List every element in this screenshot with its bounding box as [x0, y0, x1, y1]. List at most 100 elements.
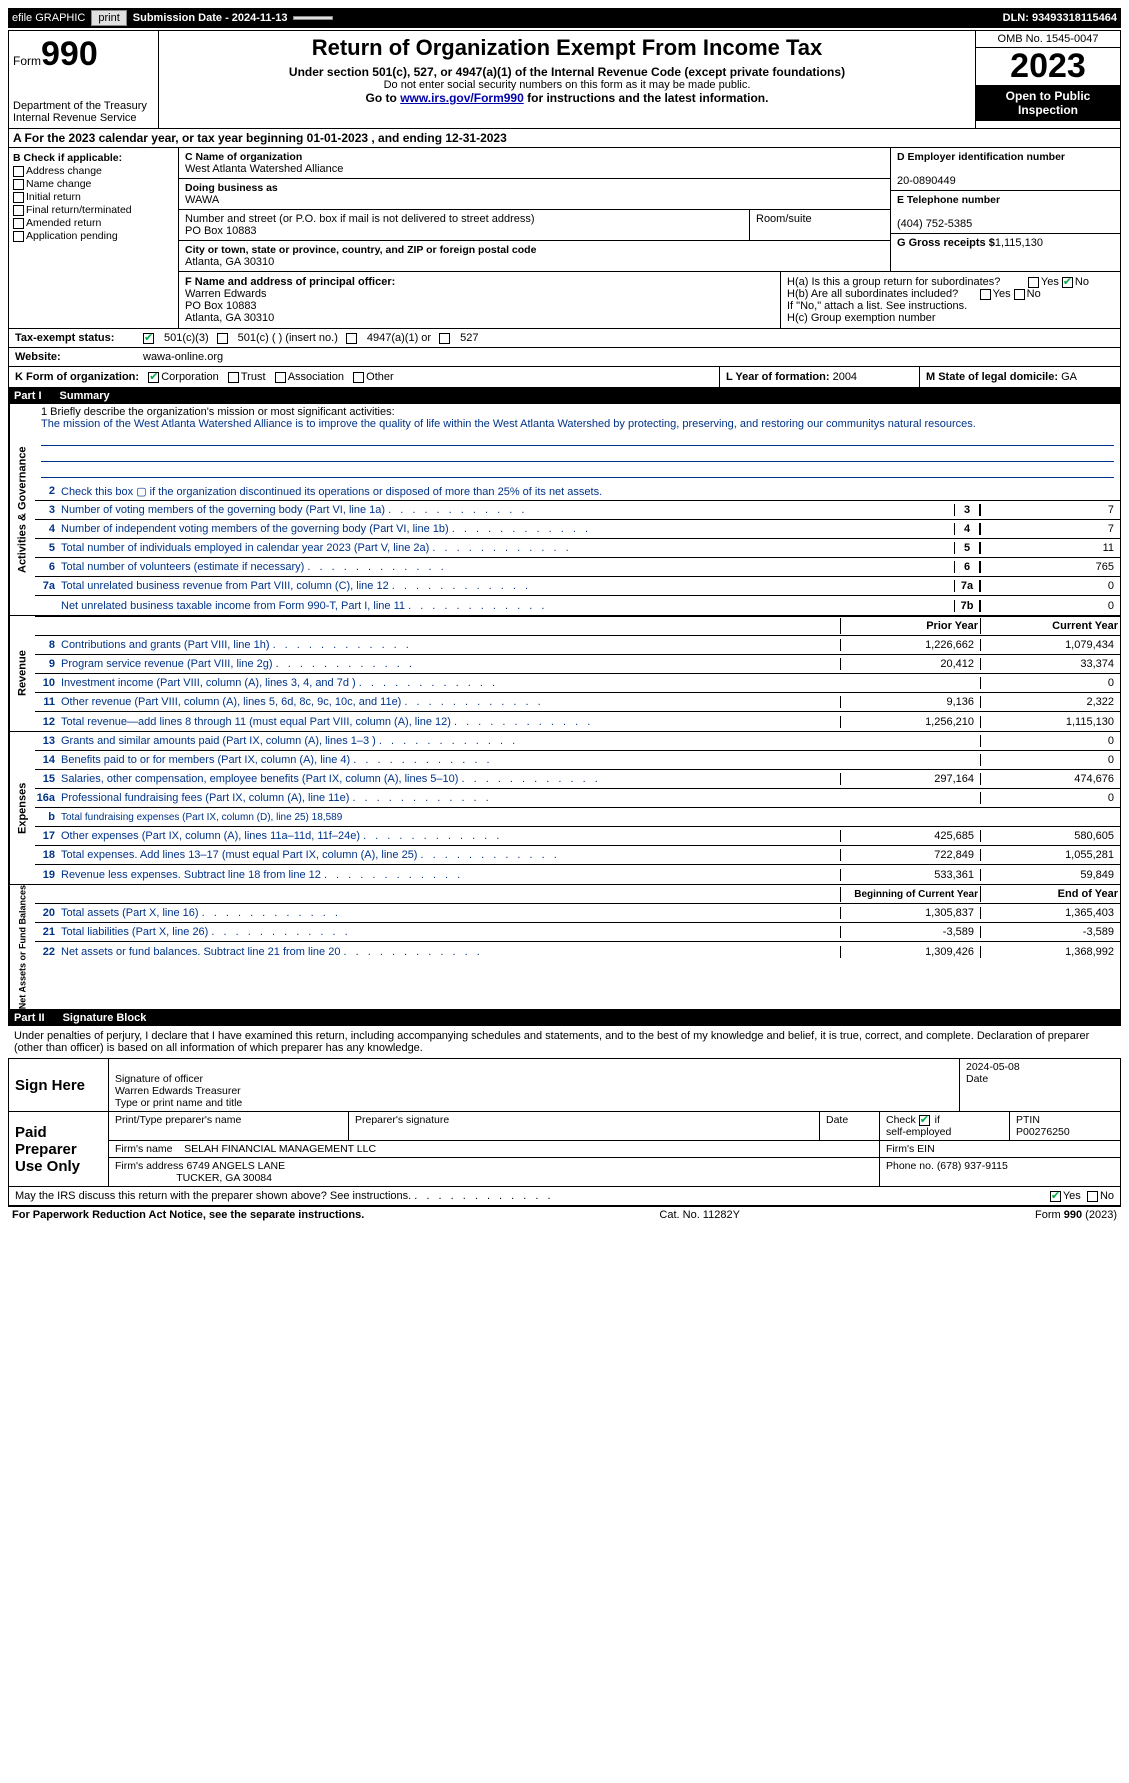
current-year-hdr: Current Year [980, 618, 1120, 634]
side-ag: Activities & Governance [9, 404, 35, 615]
ha-label: H(a) Is this a group return for subordin… [787, 276, 1000, 288]
prep-sig-label: Preparer's signature [355, 1114, 449, 1126]
form-title: Return of Organization Exempt From Incom… [163, 35, 971, 61]
4947-checkbox[interactable] [346, 333, 357, 344]
paid-prep-label: Paid Preparer Use Only [9, 1112, 109, 1186]
type-print-label: Type or print name and title [115, 1097, 242, 1109]
ptin: P00276250 [1016, 1126, 1070, 1138]
form-header: Form990 Department of the Treasury Inter… [8, 30, 1121, 129]
hc-label: H(c) Group exemption number [787, 312, 1114, 324]
addr-label: Number and street (or P.O. box if mail i… [185, 213, 535, 225]
discuss-no-checkbox[interactable] [1087, 1191, 1098, 1202]
527-checkbox[interactable] [439, 333, 450, 344]
name-change-checkbox[interactable] [13, 179, 24, 190]
side-na: Net Assets or Fund Balances [9, 885, 35, 1009]
efile-label: efile GRAPHIC [12, 12, 85, 24]
part1-num: Part I [14, 390, 42, 402]
self-emp-label: Check ifself-employed [886, 1114, 951, 1138]
end-year-hdr: End of Year [980, 886, 1120, 902]
self-emp-checkbox[interactable] [919, 1115, 930, 1126]
assoc-checkbox[interactable] [275, 372, 286, 383]
app-pending-checkbox[interactable] [13, 231, 24, 242]
tax-status-label: Tax-exempt status: [15, 332, 135, 344]
part1-title: Summary [60, 390, 110, 402]
goto-pre: Go to [366, 91, 401, 105]
col-b-header: B Check if applicable: [13, 152, 174, 164]
final-return-checkbox[interactable] [13, 205, 24, 216]
section-a: A For the 2023 calendar year, or tax yea… [8, 129, 1121, 148]
part2-header: Part II Signature Block [8, 1010, 1121, 1026]
phone-label: Phone no. [886, 1160, 934, 1172]
officer-addr2: Atlanta, GA 30310 [185, 312, 274, 324]
hb-no-checkbox[interactable] [1014, 289, 1025, 300]
ha-yes-checkbox[interactable] [1028, 277, 1039, 288]
gross: 1,115,130 [995, 237, 1043, 249]
officer-label: F Name and address of principal officer: [185, 276, 395, 288]
website: wawa-online.org [143, 351, 223, 363]
ha-no-checkbox[interactable] [1062, 277, 1073, 288]
trust-checkbox[interactable] [228, 372, 239, 383]
other-checkbox[interactable] [353, 372, 364, 383]
officer-addr1: PO Box 10883 [185, 300, 257, 312]
print-button[interactable]: print [91, 10, 126, 26]
initial-return-checkbox[interactable] [13, 192, 24, 203]
city: Atlanta, GA 30310 [185, 256, 274, 268]
submission-date: Submission Date - 2024-11-13 [133, 12, 288, 24]
hb-note: If "No," attach a list. See instructions… [787, 300, 1114, 312]
topbar: efile GRAPHIC print Submission Date - 20… [8, 8, 1121, 28]
prior-year-hdr: Prior Year [840, 618, 980, 634]
amended-return-checkbox[interactable] [13, 218, 24, 229]
city-label: City or town, state or province, country… [185, 244, 536, 256]
ssn-note: Do not enter social security numbers on … [163, 79, 971, 91]
ein-label: D Employer identification number [897, 151, 1065, 163]
officer-sig: Warren Edwards Treasurer [115, 1085, 241, 1097]
part1-header: Part I Summary [8, 388, 1121, 404]
form-label: Form [13, 54, 41, 68]
501c3-checkbox[interactable] [143, 333, 154, 344]
firm-name-label: Firm's name [115, 1143, 172, 1155]
col-b: B Check if applicable: Address change Na… [9, 148, 179, 328]
firm-addr1: 6749 ANGELS LANE [186, 1160, 285, 1172]
footer-mid: Cat. No. 11282Y [659, 1209, 740, 1221]
org-name: West Atlanta Watershed Alliance [185, 163, 343, 175]
side-exp: Expenses [9, 732, 35, 884]
footer-left: For Paperwork Reduction Act Notice, see … [12, 1209, 364, 1221]
firm-ein-label: Firm's EIN [886, 1143, 935, 1155]
dept-label: Department of the Treasury [13, 100, 154, 112]
sign-here-label: Sign Here [9, 1059, 109, 1111]
form-org-label: K Form of organization: [15, 371, 139, 383]
ein: 20-0890449 [897, 175, 956, 187]
side-rev: Revenue [9, 616, 35, 731]
hb-label: H(b) Are all subordinates included? [787, 288, 958, 300]
sign-date: 2024-05-08 [966, 1061, 1020, 1073]
footer-right: Form 990 (2023) [1035, 1209, 1117, 1221]
goto-post: for instructions and the latest informat… [524, 91, 769, 105]
mission-q: 1 Briefly describe the organization's mi… [41, 406, 1114, 418]
tax-year: 2023 [976, 48, 1120, 85]
declaration: Under penalties of perjury, I declare th… [8, 1026, 1121, 1059]
officer-name: Warren Edwards [185, 288, 267, 300]
date-label2: Date [826, 1114, 848, 1126]
phone: (678) 937-9115 [937, 1160, 1008, 1172]
domicile: GA [1061, 371, 1077, 383]
irs-link[interactable]: www.irs.gov/Form990 [400, 91, 524, 105]
sig-officer-label: Signature of officer [115, 1073, 203, 1085]
date-label: Date [966, 1073, 988, 1085]
irs-label: Internal Revenue Service [13, 112, 154, 124]
ptin-label: PTIN [1016, 1114, 1040, 1126]
dln-label: DLN: 93493318115464 [1003, 12, 1117, 24]
501c-checkbox[interactable] [217, 333, 228, 344]
open-public-label: Open to Public Inspection [976, 85, 1120, 121]
dba: WAWA [185, 194, 219, 206]
tel: (404) 752-5385 [897, 218, 972, 230]
corp-checkbox[interactable] [148, 372, 159, 383]
domicile-label: M State of legal domicile: [926, 371, 1058, 383]
blank-button[interactable] [293, 16, 333, 20]
firm-addr-label: Firm's address [115, 1160, 184, 1172]
discuss-yes-checkbox[interactable] [1050, 1191, 1061, 1202]
hb-yes-checkbox[interactable] [980, 289, 991, 300]
discuss-label: May the IRS discuss this return with the… [15, 1190, 411, 1202]
tel-label: E Telephone number [897, 194, 1000, 206]
form-number: 990 [41, 35, 98, 73]
addr-change-checkbox[interactable] [13, 166, 24, 177]
